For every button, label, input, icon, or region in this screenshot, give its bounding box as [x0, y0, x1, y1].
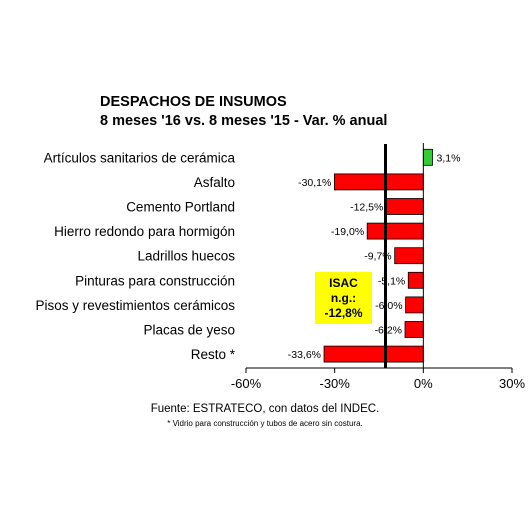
bar — [385, 198, 424, 215]
value-label: -5,1% — [378, 275, 405, 287]
bar — [404, 321, 424, 338]
footnote: * Vidrio para construcción y tubos de ac… — [167, 419, 363, 428]
category-label: Hierro redondo para hormigón — [54, 224, 235, 239]
x-tick-label: -30% — [319, 376, 350, 391]
value-label: 3,1% — [436, 152, 460, 164]
bar — [405, 296, 424, 314]
bar — [366, 222, 424, 240]
isac-annotation-line2: n.g.: — [330, 290, 357, 305]
value-label: -30,1% — [298, 177, 331, 189]
chart-subtitle: 8 meses '16 vs. 8 meses '15 - Var. % anu… — [100, 113, 388, 129]
category-label: Asfalto — [194, 175, 235, 190]
bar — [323, 345, 424, 363]
category-label: Pisos y revestimientos cerámicos — [35, 298, 235, 313]
value-label: -6,2% — [375, 325, 402, 337]
isac-annotation-line1: ISAC — [329, 275, 358, 290]
value-label: -6,0% — [375, 300, 402, 312]
value-label: -19,0% — [331, 226, 364, 238]
category-label: Resto * — [191, 347, 236, 362]
category-label: Artículos sanitarios de cerámica — [44, 150, 236, 165]
x-tick-label: 0% — [414, 376, 433, 391]
isac-annotation-line3: -12,8% — [324, 305, 363, 320]
x-tick-label: 30% — [499, 376, 525, 391]
bar — [422, 148, 433, 166]
bar — [407, 271, 424, 289]
category-label: Ladrillos huecos — [137, 249, 235, 264]
bar — [394, 247, 424, 265]
isac-annotation: ISAC n.g.: -12,8% — [315, 272, 372, 324]
source-note: Fuente: ESTRATECO, con datos del INDEC. — [150, 403, 380, 415]
chart-title: DESPACHOS DE INSUMOS — [100, 94, 287, 110]
x-tick-label: -60% — [231, 376, 262, 391]
value-label: -9,7% — [364, 251, 391, 263]
value-label: -33,6% — [288, 349, 321, 361]
bar — [333, 173, 424, 191]
value-label: -12,5% — [350, 202, 383, 214]
category-label: Cemento Portland — [126, 200, 235, 215]
category-label: Pinturas para construcción — [75, 273, 235, 288]
category-label: Placas de yeso — [143, 323, 235, 338]
